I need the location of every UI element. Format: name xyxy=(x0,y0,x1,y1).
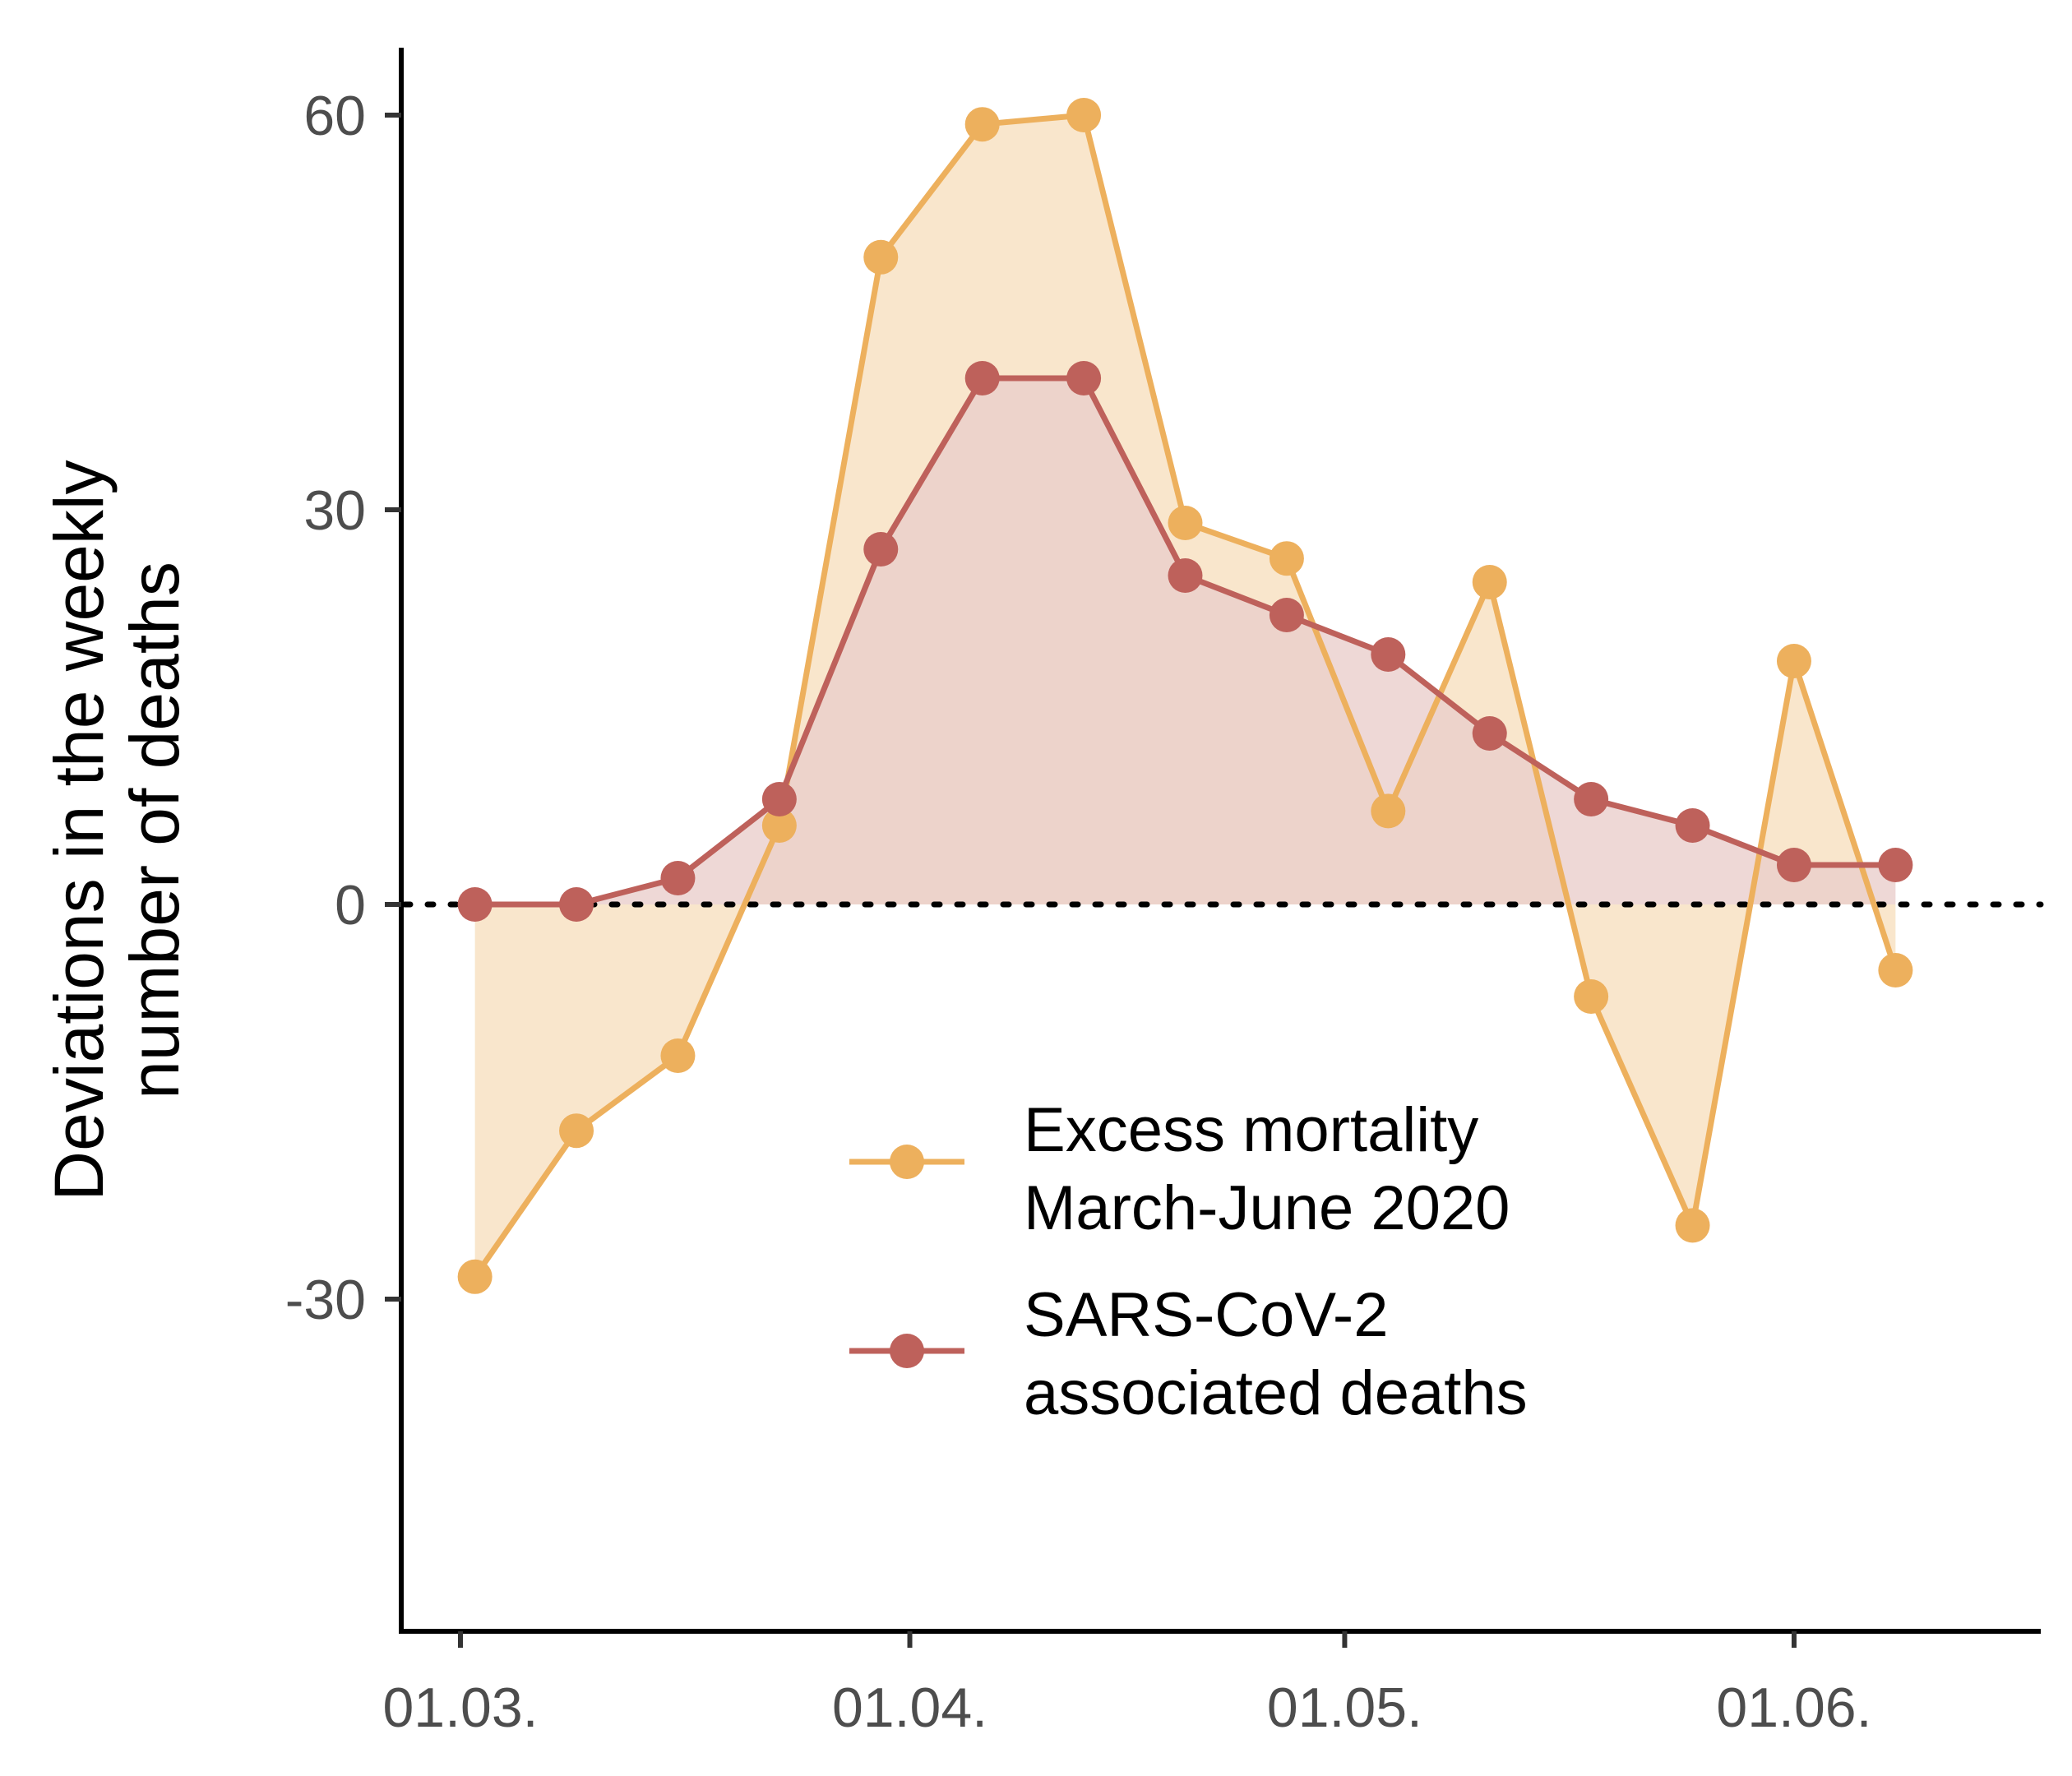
y-tick-label: 60 xyxy=(303,85,366,147)
series-lines xyxy=(457,98,1913,1294)
y-ticks: 60 30 0 -30 xyxy=(285,85,401,1331)
excess-mortality-point xyxy=(761,808,797,843)
excess-mortality-point xyxy=(1269,541,1304,576)
excess-mortality-point xyxy=(660,1038,696,1073)
excess-mortality-point xyxy=(964,107,1000,142)
sars-cov-2-point xyxy=(660,861,696,895)
excess-mortality-point xyxy=(1472,565,1507,599)
sars-cov-2-point xyxy=(964,361,1000,395)
x-tick-label: 01.06. xyxy=(1716,1677,1871,1739)
excess-mortality-series xyxy=(457,98,1913,1294)
sars-cov-2-point xyxy=(1066,361,1102,395)
sars-cov-2-point xyxy=(559,887,594,922)
sars-cov-2-point xyxy=(457,887,493,922)
x-tick-label: 01.04. xyxy=(832,1677,987,1739)
x-ticks: 01.03. 01.04. 01.05. 01.06. xyxy=(382,1631,1871,1739)
sars-cov-2-point xyxy=(1472,716,1507,751)
excess-mortality-point xyxy=(457,1259,493,1294)
legend: Excess mortality March-June 2020 SARS-Co… xyxy=(849,1095,1528,1428)
y-tick-label: -30 xyxy=(285,1269,366,1331)
y-axis-title-line-1: Deviations in the weekly xyxy=(40,460,118,1200)
excess-mortality-point xyxy=(1066,98,1102,132)
sars-cov-2-point xyxy=(1269,598,1304,632)
x-tick-label: 01.03. xyxy=(382,1677,538,1739)
sars-cov-2-point xyxy=(761,782,797,816)
sars-cov-2-point xyxy=(863,532,899,567)
sars-cov-2-fill xyxy=(474,378,1896,904)
legend-item-excess-mortality: Excess mortality March-June 2020 xyxy=(849,1095,1510,1243)
excess-mortality-point xyxy=(863,239,899,275)
sars-cov-2-area xyxy=(474,378,1896,904)
legend-item-sars-cov-2: SARS-CoV-2 associated deaths xyxy=(849,1280,1528,1428)
legend-label-excess-line-1: Excess mortality xyxy=(1024,1095,1478,1165)
sars-cov-2-point xyxy=(1168,558,1203,593)
x-tick-label: 01.05. xyxy=(1267,1677,1422,1739)
y-tick-label: 0 xyxy=(335,874,366,937)
sars-cov-2-point xyxy=(1776,848,1811,882)
sars-cov-2-point xyxy=(1371,637,1406,672)
legend-label-excess-line-2: March-June 2020 xyxy=(1024,1173,1510,1243)
legend-key-marker-excess xyxy=(890,1145,924,1179)
excess-mortality-point xyxy=(1168,506,1203,540)
excess-mortality-point xyxy=(1878,953,1913,987)
legend-label-sars-line-1: SARS-CoV-2 xyxy=(1024,1280,1389,1350)
excess-mortality-point xyxy=(1574,979,1609,1014)
excess-mortality-point xyxy=(1776,644,1811,678)
axes xyxy=(399,48,2041,1634)
y-tick-label: 30 xyxy=(303,479,366,542)
sars-cov-2-point xyxy=(1574,782,1609,816)
sars-cov-2-series xyxy=(457,361,1913,922)
excess-mortality-point xyxy=(1371,793,1406,829)
sars-cov-2-point xyxy=(1878,848,1913,882)
y-axis-title: Deviations in the weekly number of death… xyxy=(40,460,193,1200)
excess-mortality-point xyxy=(559,1113,594,1149)
legend-label-sars-line-2: associated deaths xyxy=(1024,1358,1528,1428)
excess-mortality-point xyxy=(1675,1208,1710,1243)
y-axis-title-line-2: number of deaths xyxy=(116,562,193,1099)
legend-key-marker-sars xyxy=(890,1334,924,1368)
sars-cov-2-point xyxy=(1675,808,1710,843)
